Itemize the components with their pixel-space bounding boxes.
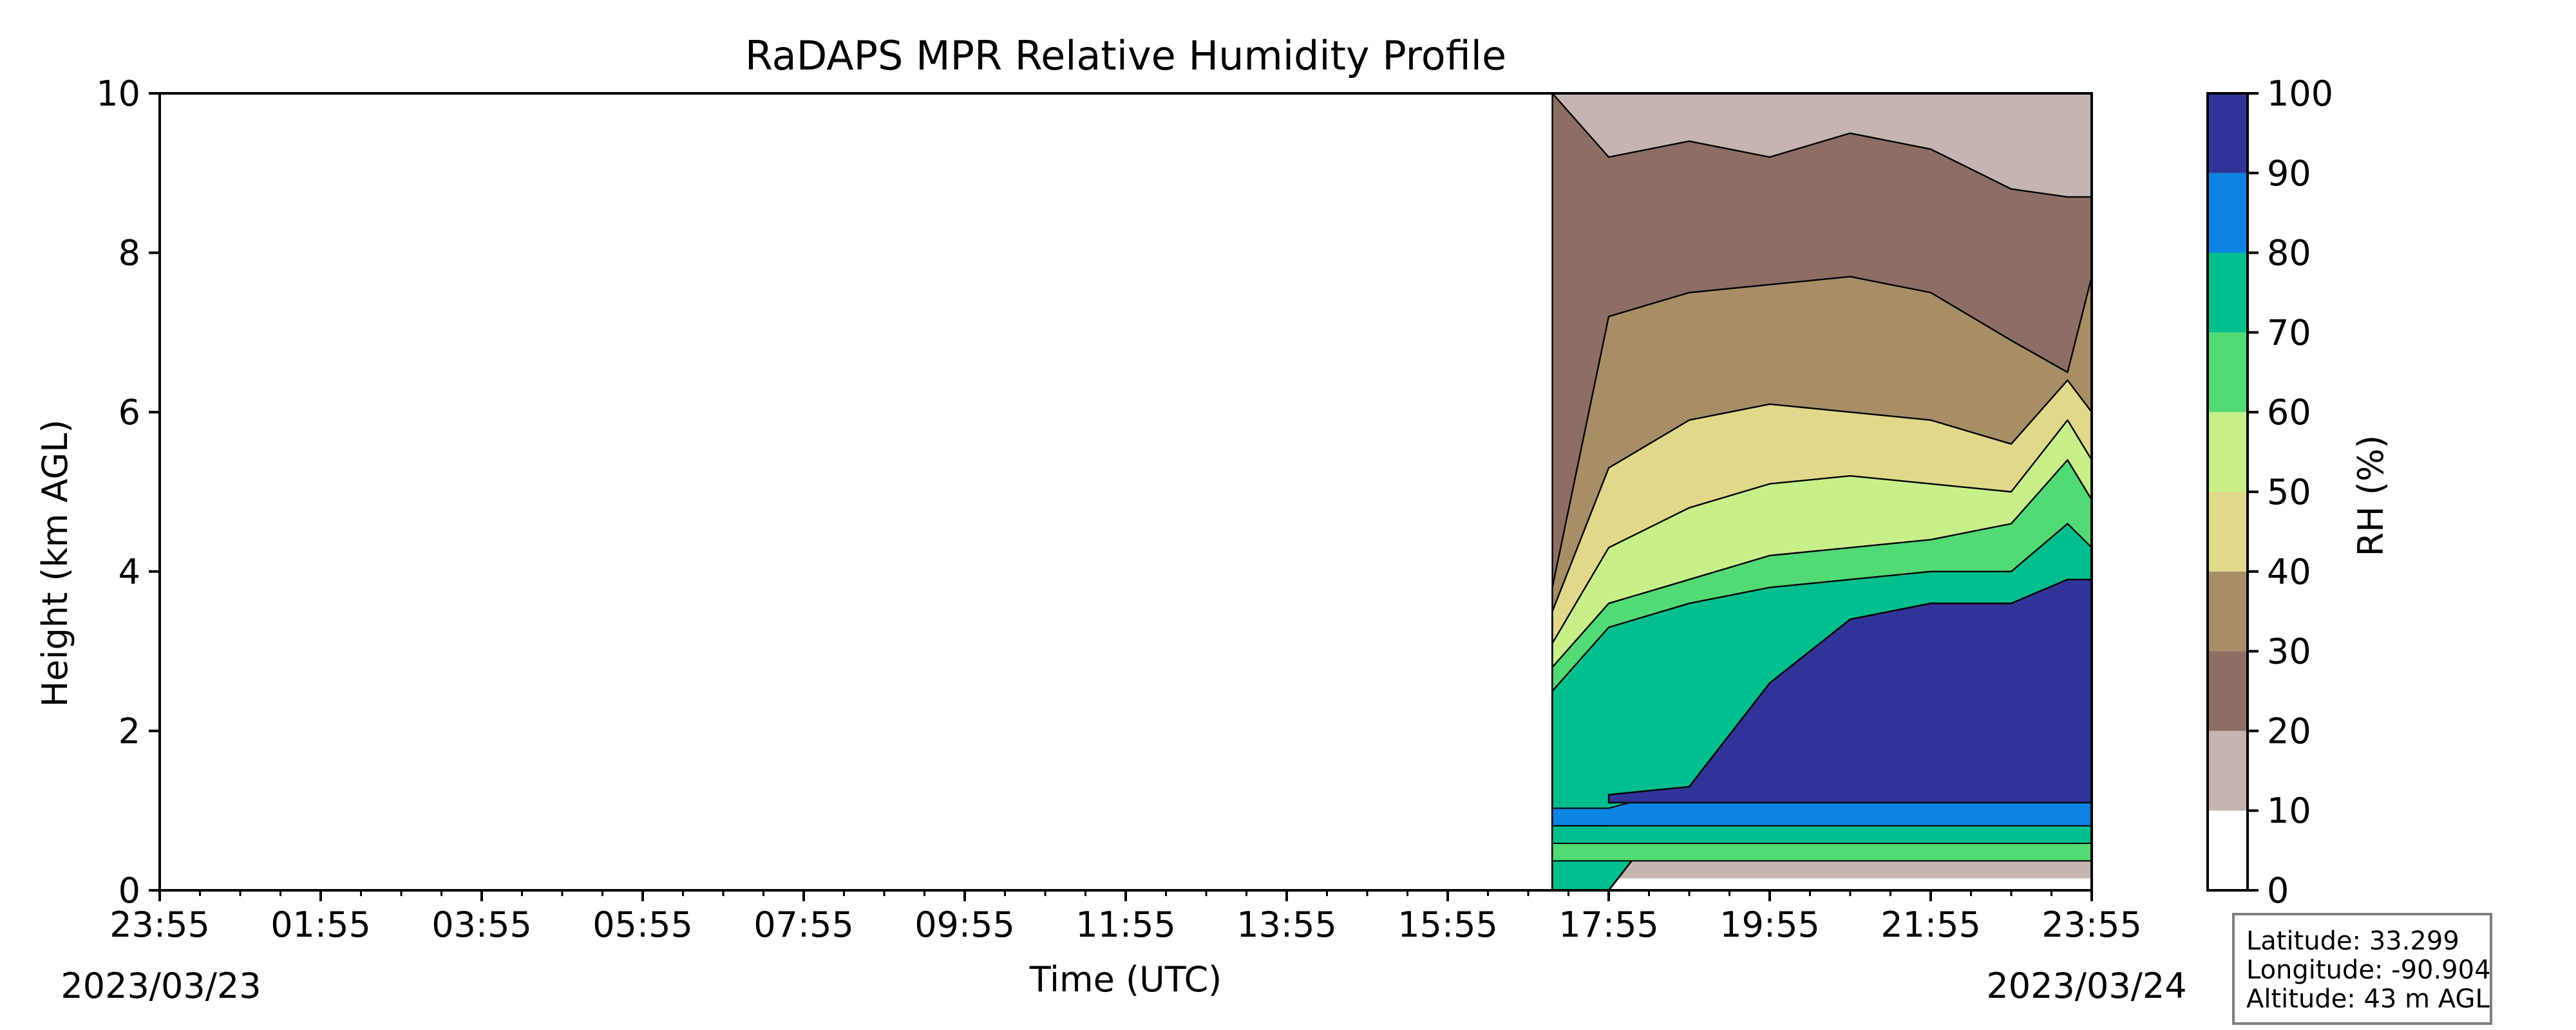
x-tick-label: 03:55: [431, 904, 532, 945]
colorbar-tick-label: 40: [2267, 552, 2311, 592]
colorbar-label: RH (%): [2351, 435, 2391, 557]
y-axis: 0 2 4 6 8 10: [96, 73, 160, 911]
colorbar-swatch-80: [2208, 173, 2248, 253]
x-tick-label: 15:55: [1397, 904, 1498, 945]
colorbar-tick-label: 70: [2267, 312, 2311, 353]
chart-title: RaDAPS MPR Relative Humidity Profile: [745, 32, 1506, 79]
station-altitude: Altitude: 43 m AGL: [2246, 984, 2490, 1014]
x-tick-label: 07:55: [753, 904, 854, 945]
colorbar-swatch-0: [2208, 810, 2248, 890]
y-tick-label: 2: [118, 711, 140, 751]
colorbar-swatch-40: [2208, 492, 2248, 572]
x-tick-label: 23:55: [2041, 904, 2142, 945]
colorbar-swatch-50: [2208, 412, 2248, 492]
y-tick-label: 8: [118, 233, 140, 274]
colorbar-tick-label: 20: [2267, 711, 2311, 751]
colorbar: 0 10 20 30 40 50 60 70 80 90 100: [2206, 73, 2333, 911]
colorbar-tick-label: 60: [2267, 392, 2311, 433]
station-latitude: Latitude: 33.299: [2246, 926, 2459, 956]
colorbar-swatch-20: [2208, 651, 2248, 731]
date-start-label: 2023/03/23: [61, 966, 261, 1006]
y-tick-label: 0: [118, 870, 140, 911]
colorbar-swatch-70: [2208, 252, 2248, 333]
x-axis-label: Time (UTC): [1029, 959, 1222, 1000]
x-tick-label: 23:55: [109, 904, 210, 945]
x-tick-label: 05:55: [592, 904, 693, 945]
y-tick-label: 6: [118, 392, 140, 433]
station-info-frame: [2232, 913, 2492, 1025]
x-tick-label: 21:55: [1880, 904, 1981, 945]
x-tick-label: 11:55: [1075, 904, 1176, 945]
date-end-label: 2023/03/24: [1986, 966, 2186, 1006]
x-tick-label: 13:55: [1236, 904, 1337, 945]
y-tick-label: 4: [118, 552, 140, 592]
plot-area: [158, 92, 2093, 892]
colorbar-tick-label: 90: [2267, 153, 2311, 194]
colorbar-tick-label: 10: [2267, 791, 2311, 831]
y-axis-label: Height (km AGL): [35, 420, 75, 707]
x-tick-label: 17:55: [1558, 904, 1659, 945]
colorbar-swatch-10: [2208, 731, 2248, 811]
colorbar-swatch-60: [2208, 332, 2248, 413]
station-longitude: Longitude: -90.904: [2246, 955, 2491, 985]
x-tick-label: 19:55: [1719, 904, 1820, 945]
colorbar-tick-label: 0: [2267, 870, 2289, 911]
colorbar-tick-label: 50: [2267, 472, 2311, 512]
colorbar-tick-label: 30: [2267, 632, 2311, 672]
x-tick-label: 09:55: [914, 904, 1015, 945]
colorbar-tick-label: 80: [2267, 233, 2311, 274]
colorbar-tick-label: 100: [2267, 73, 2333, 114]
x-axis: 23:55 01:55 03:55 05:55 07:55 09:55 11:55 13:55…: [109, 890, 2142, 945]
y-tick-label: 10: [96, 73, 140, 114]
colorbar-swatch-30: [2208, 571, 2248, 651]
x-tick-label: 01:55: [270, 904, 371, 945]
rh-band-0-10: [1552, 878, 2092, 890]
colorbar-swatch-90: [2208, 93, 2248, 173]
station-info-box: Latitude: 33.299 Longitude: -90.904 Alti…: [2232, 913, 2492, 1025]
